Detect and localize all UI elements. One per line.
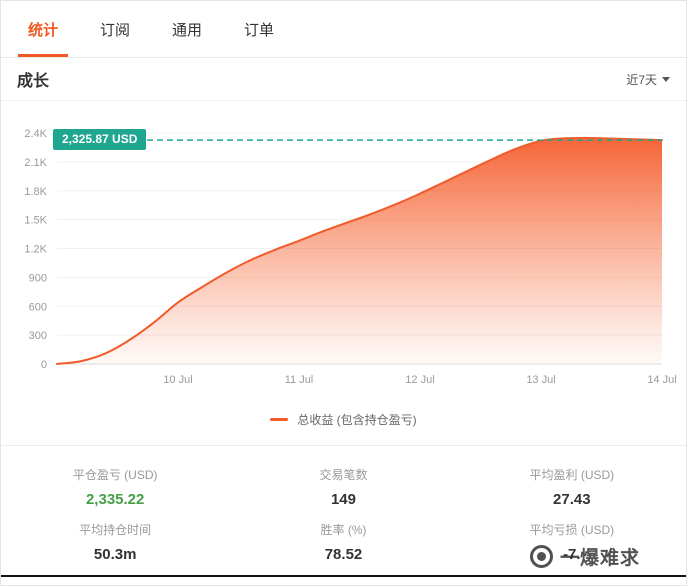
stat-avg-loss: 平均亏损 (USD) -7.: [458, 521, 686, 563]
stat-closed-pnl: 平仓盈亏 (USD) 2,335.22: [1, 466, 229, 508]
stat-avg-holding-time: 平均持仓时间 50.3m: [1, 521, 229, 563]
svg-text:1.5K: 1.5K: [24, 215, 47, 227]
date-range-dropdown[interactable]: 近7天: [626, 71, 670, 88]
stat-value: 27.43: [553, 491, 591, 508]
stat-value: 149: [330, 491, 356, 508]
stat-label: 平均持仓时间: [79, 523, 152, 537]
stat-value: 78.52: [324, 546, 363, 563]
stat-label: 平均盈利 (USD): [529, 468, 615, 482]
stat-label: 平仓盈亏 (USD): [72, 468, 158, 482]
svg-text:10 Jul: 10 Jul: [163, 374, 192, 386]
stats-grid: 平仓盈亏 (USD) 2,335.22 交易笔数 149 平均盈利 (USD) …: [1, 445, 686, 563]
bottom-divider-line: [1, 575, 686, 577]
stat-label: 胜率 (%): [320, 523, 367, 537]
watermark-text: 一爆难求: [559, 548, 640, 569]
svg-text:1.2K: 1.2K: [24, 244, 47, 256]
section-title: 成长: [17, 73, 50, 90]
date-range-label: 近7天: [626, 72, 657, 87]
tab-orders[interactable]: 订单: [244, 21, 275, 39]
stat-label: 平均亏损 (USD): [529, 523, 615, 537]
svg-text:1.8K: 1.8K: [24, 186, 47, 198]
tab-general[interactable]: 通用: [172, 21, 203, 39]
stat-label: 交易笔数: [319, 468, 368, 482]
stat-win-rate: 胜率 (%) 78.52: [229, 521, 457, 563]
svg-text:300: 300: [29, 330, 47, 342]
tab-subscription[interactable]: 订阅: [100, 21, 131, 39]
peak-value-badge: 2,325.87 USD: [53, 129, 147, 150]
svg-text:12 Jul: 12 Jul: [405, 374, 434, 386]
growth-section-header: 成长 近7天: [1, 58, 686, 101]
stat-avg-profit: 平均盈利 (USD) 27.43: [458, 466, 686, 508]
growth-chart: 0 300 600 900 1.2K 1.5K 1.8K 2.1K 2.4K 10 Jul 11 J…: [1, 101, 686, 393]
svg-text:2.1K: 2.1K: [24, 157, 47, 169]
stat-value: 2,335.22: [85, 491, 145, 508]
svg-text:0: 0: [41, 359, 47, 371]
chart-legend[interactable]: 总收益 (包含持仓盈亏): [1, 393, 686, 445]
svg-text:14 Jul: 14 Jul: [647, 374, 676, 386]
stat-trade-count: 交易笔数 149: [229, 466, 457, 508]
svg-text:600: 600: [29, 301, 47, 313]
svg-text:11 Jul: 11 Jul: [285, 374, 314, 386]
chevron-down-icon: [662, 77, 670, 82]
svg-text:900: 900: [29, 272, 47, 284]
top-tab-bar: 统计 订阅 通用 订单: [1, 1, 686, 58]
growth-area-chart: 0 300 600 900 1.2K 1.5K 1.8K 2.1K 2.4K 10 Jul 11 J…: [24, 128, 676, 386]
watermark: 一爆难求: [529, 543, 640, 570]
stat-value: 50.3m: [93, 546, 137, 563]
stat-value: -7.: [563, 546, 581, 563]
legend-label: 总收益 (包含持仓盈亏): [297, 412, 417, 427]
svg-text:13 Jul: 13 Jul: [526, 374, 555, 386]
legend-line-icon: [270, 417, 289, 421]
tab-statistics[interactable]: 统计: [18, 1, 69, 57]
svg-text:2.4K: 2.4K: [24, 128, 47, 140]
watermark-logo-icon: [529, 545, 553, 568]
